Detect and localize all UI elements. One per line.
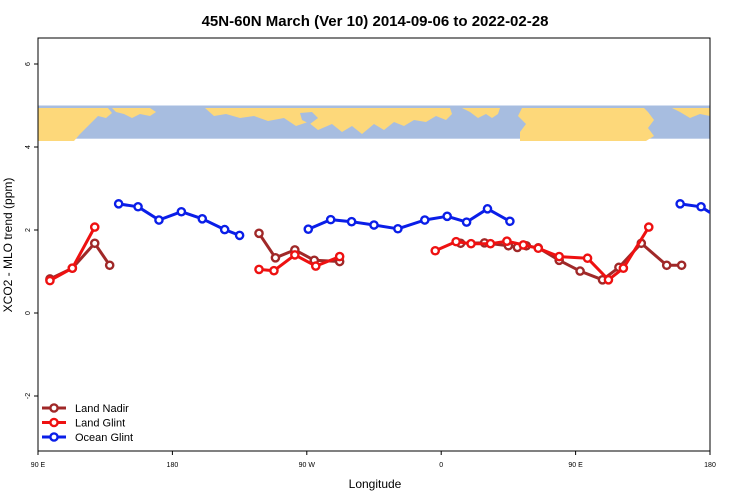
legend: Land Nadir Land Glint Ocean Glint bbox=[42, 403, 133, 444]
y-tick-label: 6 bbox=[25, 62, 32, 66]
data-point bbox=[505, 216, 515, 227]
data-point bbox=[369, 220, 379, 230]
data-point bbox=[67, 263, 78, 273]
data-point bbox=[419, 215, 430, 225]
data-point bbox=[442, 211, 452, 222]
data-point bbox=[466, 238, 476, 249]
data-point bbox=[675, 199, 685, 209]
legend-label: Ocean Glint bbox=[75, 432, 133, 444]
data-point bbox=[430, 245, 441, 256]
data-point bbox=[303, 224, 314, 234]
legend-label: Land Glint bbox=[75, 418, 125, 430]
data-point bbox=[618, 263, 629, 273]
x-tick-label: 90 W bbox=[299, 462, 316, 469]
data-point bbox=[269, 265, 279, 276]
data-point bbox=[485, 238, 496, 249]
x-tick-label: 90 E bbox=[568, 462, 583, 469]
data-point bbox=[554, 251, 564, 262]
data-point bbox=[219, 224, 230, 235]
y-tick-label: 2 bbox=[25, 228, 32, 232]
data-point bbox=[393, 223, 403, 234]
world-map-strip bbox=[38, 105, 710, 141]
y-tick-label: 0 bbox=[25, 311, 32, 315]
x-axis-label: Longitude bbox=[349, 477, 402, 491]
data-point bbox=[346, 216, 357, 227]
data-point bbox=[325, 214, 336, 225]
y-axis-label: XCO2 - MLO trend (ppm) bbox=[1, 178, 15, 313]
data-point bbox=[718, 216, 725, 223]
x-tick-label: 0 bbox=[439, 462, 443, 469]
data-point bbox=[661, 260, 672, 271]
x-tick-label: 180 bbox=[167, 462, 179, 469]
data-point bbox=[197, 213, 208, 224]
data-point bbox=[176, 206, 187, 217]
series-layer bbox=[45, 199, 725, 286]
data-point bbox=[254, 264, 264, 275]
data-point bbox=[676, 260, 687, 271]
plot-frame bbox=[37, 37, 711, 452]
data-point bbox=[270, 253, 281, 263]
data-point bbox=[582, 253, 593, 264]
data-point bbox=[502, 236, 512, 247]
axes: 90 E 180 90 W 0 90 E 180 -2 0 2 4 6 bbox=[25, 62, 716, 469]
y-tick-label: 4 bbox=[25, 145, 32, 149]
y-tick-label: -2 bbox=[25, 393, 32, 399]
data-point bbox=[696, 201, 706, 212]
series-line bbox=[49, 241, 111, 281]
series-line bbox=[460, 241, 682, 282]
data-point bbox=[113, 199, 124, 209]
x-tick-label: 180 bbox=[704, 462, 716, 469]
data-point bbox=[89, 222, 100, 232]
data-point bbox=[575, 266, 585, 276]
data-point bbox=[89, 238, 100, 249]
legend-label: Land Nadir bbox=[75, 403, 129, 415]
data-point bbox=[104, 260, 115, 271]
data-point bbox=[334, 251, 345, 262]
data-point bbox=[643, 222, 654, 232]
legend-marker bbox=[49, 432, 59, 442]
series-line bbox=[434, 226, 651, 282]
data-point bbox=[518, 240, 529, 250]
series-ocean-glint bbox=[113, 199, 725, 241]
data-point bbox=[533, 243, 544, 254]
data-point bbox=[451, 236, 461, 247]
series-land-glint bbox=[45, 222, 654, 286]
series-line bbox=[307, 207, 511, 231]
data-point bbox=[603, 274, 614, 285]
legend-marker bbox=[49, 403, 59, 413]
data-point bbox=[254, 228, 264, 239]
data-point bbox=[461, 217, 472, 227]
chart-title: 45N-60N March (Ver 10) 2014-09-06 to 202… bbox=[202, 13, 549, 30]
legend-marker bbox=[49, 417, 59, 428]
data-point bbox=[482, 204, 493, 214]
data-point bbox=[45, 275, 55, 286]
data-point bbox=[234, 230, 245, 241]
data-point bbox=[133, 201, 143, 212]
data-point bbox=[310, 261, 321, 271]
x-tick-label: 90 E bbox=[31, 462, 46, 469]
data-point bbox=[290, 250, 300, 260]
data-point bbox=[154, 215, 164, 225]
map-land-regions bbox=[38, 108, 710, 141]
